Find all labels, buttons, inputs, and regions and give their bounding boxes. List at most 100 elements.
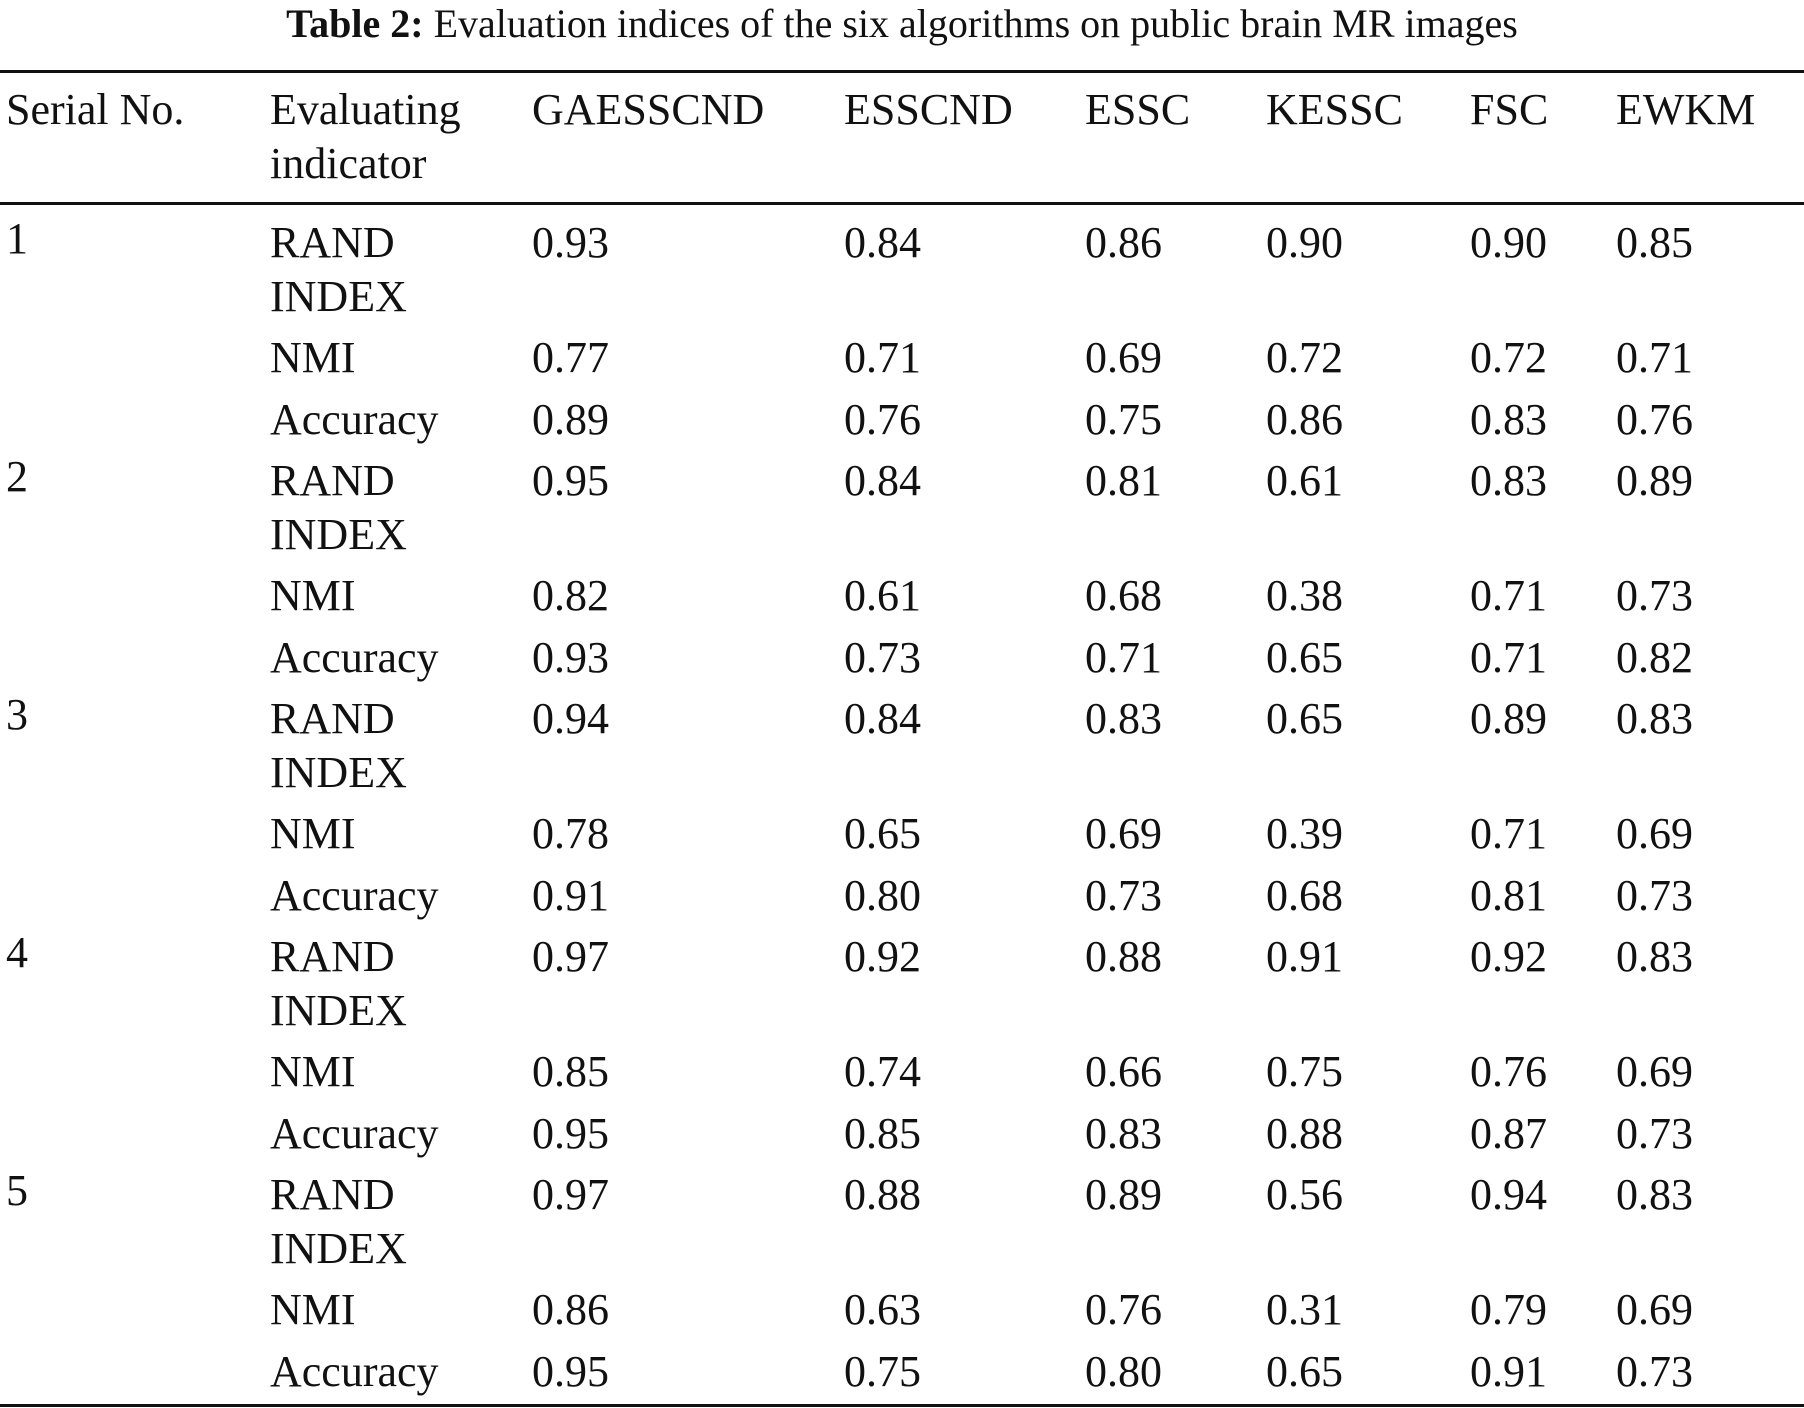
value-cell: 0.93 bbox=[532, 633, 609, 682]
value-cell: 0.94 bbox=[1470, 1170, 1547, 1219]
value-cell: 0.73 bbox=[844, 633, 921, 682]
serial-number: 1 bbox=[6, 214, 28, 263]
value-cell: 0.71 bbox=[1085, 633, 1162, 682]
value-cell: 0.71 bbox=[1470, 571, 1547, 620]
value-cell: 0.88 bbox=[844, 1170, 921, 1219]
header-algorithm: ESSCND bbox=[844, 85, 1013, 134]
header-rule bbox=[0, 202, 1804, 205]
value-cell: 0.84 bbox=[844, 694, 921, 743]
value-cell: 0.72 bbox=[1266, 333, 1343, 382]
indicator-label: Accuracy bbox=[270, 633, 439, 682]
value-cell: 0.56 bbox=[1266, 1170, 1343, 1219]
value-cell: 0.69 bbox=[1616, 809, 1693, 858]
value-cell: 0.84 bbox=[844, 456, 921, 505]
value-cell: 0.68 bbox=[1085, 571, 1162, 620]
header-indicator-line2: indicator bbox=[270, 139, 427, 188]
value-cell: 0.83 bbox=[1085, 694, 1162, 743]
indicator-label: RAND INDEX bbox=[270, 932, 407, 1035]
value-cell: 0.90 bbox=[1470, 218, 1547, 267]
table-label: Table 2: bbox=[286, 1, 424, 46]
value-cell: 0.83 bbox=[1470, 395, 1547, 444]
value-cell: 0.83 bbox=[1616, 694, 1693, 743]
header-algorithm: EWKM bbox=[1616, 85, 1756, 134]
serial-number: 2 bbox=[6, 452, 28, 501]
value-cell: 0.89 bbox=[532, 395, 609, 444]
value-cell: 0.79 bbox=[1470, 1285, 1547, 1334]
value-cell: 0.89 bbox=[1470, 694, 1547, 743]
value-cell: 0.87 bbox=[1470, 1109, 1547, 1158]
value-cell: 0.61 bbox=[1266, 456, 1343, 505]
value-cell: 0.95 bbox=[532, 456, 609, 505]
value-cell: 0.91 bbox=[532, 871, 609, 920]
value-cell: 0.97 bbox=[532, 932, 609, 981]
indicator-label: RAND INDEX bbox=[270, 456, 407, 559]
header-indicator-line1: Evaluating bbox=[270, 85, 461, 134]
value-cell: 0.65 bbox=[1266, 694, 1343, 743]
value-cell: 0.86 bbox=[532, 1285, 609, 1334]
value-cell: 0.76 bbox=[1085, 1285, 1162, 1334]
value-cell: 0.93 bbox=[532, 218, 609, 267]
value-cell: 0.61 bbox=[844, 571, 921, 620]
value-cell: 0.73 bbox=[1616, 1109, 1693, 1158]
indicator-label: RAND INDEX bbox=[270, 218, 407, 321]
value-cell: 0.82 bbox=[532, 571, 609, 620]
value-cell: 0.38 bbox=[1266, 571, 1343, 620]
bottom-rule bbox=[0, 1404, 1804, 1407]
value-cell: 0.69 bbox=[1616, 1285, 1693, 1334]
header-algorithm: KESSC bbox=[1266, 85, 1403, 134]
value-cell: 0.69 bbox=[1085, 809, 1162, 858]
value-cell: 0.71 bbox=[1470, 633, 1547, 682]
value-cell: 0.65 bbox=[844, 809, 921, 858]
value-cell: 0.81 bbox=[1470, 871, 1547, 920]
value-cell: 0.86 bbox=[1085, 218, 1162, 267]
value-cell: 0.89 bbox=[1616, 456, 1693, 505]
value-cell: 0.89 bbox=[1085, 1170, 1162, 1219]
value-cell: 0.83 bbox=[1085, 1109, 1162, 1158]
indicator-label: NMI bbox=[270, 809, 356, 858]
indicator-label: Accuracy bbox=[270, 871, 439, 920]
serial-number: 4 bbox=[6, 928, 28, 977]
value-cell: 0.95 bbox=[532, 1109, 609, 1158]
value-cell: 0.81 bbox=[1085, 456, 1162, 505]
value-cell: 0.76 bbox=[1616, 395, 1693, 444]
header-algorithm: ESSC bbox=[1085, 85, 1191, 134]
indicator-label: NMI bbox=[270, 333, 356, 382]
table-title: Evaluation indices of the six algorithms… bbox=[433, 1, 1518, 46]
value-cell: 0.92 bbox=[844, 932, 921, 981]
indicator-label: Accuracy bbox=[270, 1347, 439, 1396]
value-cell: 0.82 bbox=[1616, 633, 1693, 682]
value-cell: 0.85 bbox=[844, 1109, 921, 1158]
value-cell: 0.94 bbox=[532, 694, 609, 743]
value-cell: 0.65 bbox=[1266, 633, 1343, 682]
value-cell: 0.68 bbox=[1266, 871, 1343, 920]
value-cell: 0.71 bbox=[1616, 333, 1693, 382]
value-cell: 0.65 bbox=[1266, 1347, 1343, 1396]
indicator-label: RAND INDEX bbox=[270, 694, 407, 797]
value-cell: 0.75 bbox=[1266, 1047, 1343, 1096]
indicator-label: Accuracy bbox=[270, 395, 439, 444]
serial-number: 3 bbox=[6, 690, 28, 739]
value-cell: 0.76 bbox=[844, 395, 921, 444]
serial-number: 5 bbox=[6, 1166, 28, 1215]
value-cell: 0.77 bbox=[532, 333, 609, 382]
value-cell: 0.69 bbox=[1616, 1047, 1693, 1096]
value-cell: 0.73 bbox=[1616, 871, 1693, 920]
value-cell: 0.85 bbox=[532, 1047, 609, 1096]
value-cell: 0.75 bbox=[844, 1347, 921, 1396]
value-cell: 0.83 bbox=[1470, 456, 1547, 505]
table-caption: Table 2: Evaluation indices of the six a… bbox=[0, 0, 1804, 48]
value-cell: 0.97 bbox=[532, 1170, 609, 1219]
value-cell: 0.73 bbox=[1085, 871, 1162, 920]
value-cell: 0.83 bbox=[1616, 1170, 1693, 1219]
header-algorithm: FSC bbox=[1470, 85, 1549, 134]
top-rule bbox=[0, 70, 1804, 73]
indicator-label: NMI bbox=[270, 571, 356, 620]
value-cell: 0.88 bbox=[1085, 932, 1162, 981]
value-cell: 0.66 bbox=[1085, 1047, 1162, 1096]
value-cell: 0.91 bbox=[1470, 1347, 1547, 1396]
value-cell: 0.88 bbox=[1266, 1109, 1343, 1158]
value-cell: 0.71 bbox=[844, 333, 921, 382]
indicator-label: Accuracy bbox=[270, 1109, 439, 1158]
value-cell: 0.84 bbox=[844, 218, 921, 267]
value-cell: 0.73 bbox=[1616, 571, 1693, 620]
